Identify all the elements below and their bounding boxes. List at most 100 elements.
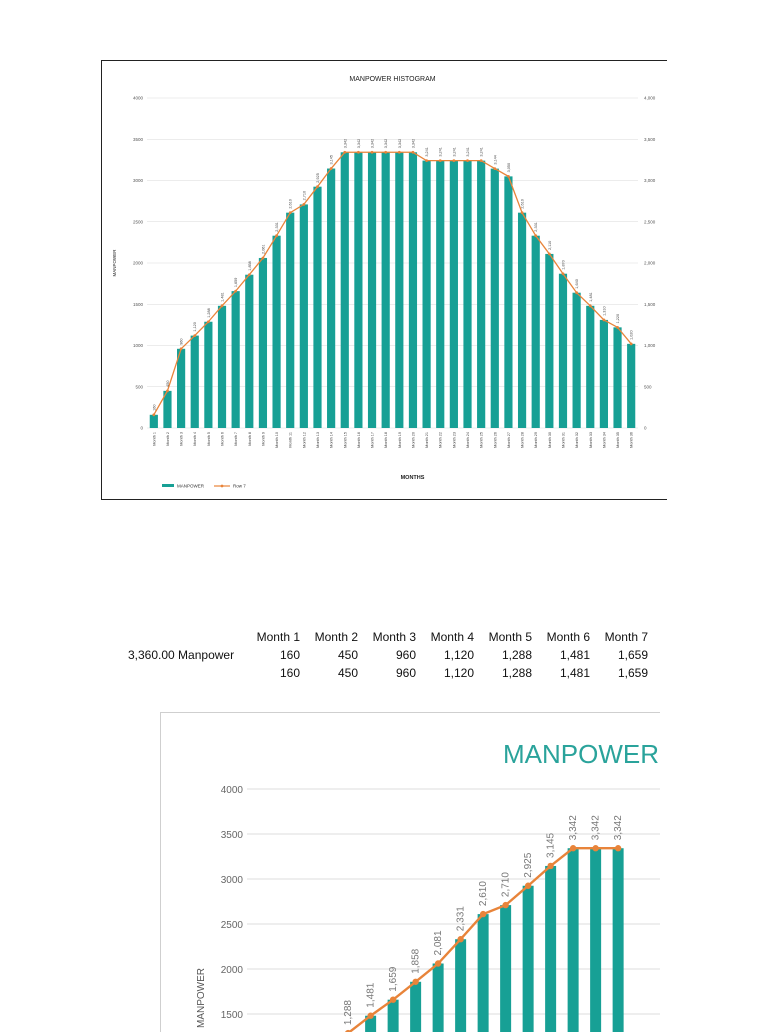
table-cell: 1,120: [443, 648, 474, 662]
y-tick-label: 2000: [221, 965, 244, 976]
y2-tick-label: 3,500: [644, 137, 656, 142]
bar: [354, 152, 363, 428]
data-label: 1,481: [221, 292, 225, 302]
table-corner: [128, 628, 242, 646]
line-point: [493, 167, 497, 171]
table-header: Month 3: [372, 630, 416, 644]
y2-tick-label: 4,000: [644, 96, 656, 101]
table-cell: 1,288: [501, 666, 532, 680]
line-point: [547, 862, 554, 870]
y-tick-label: 500: [135, 384, 143, 389]
table-cell: 160: [279, 648, 300, 662]
data-label: 2,925: [316, 173, 320, 183]
x-tick-label: Month 15: [343, 432, 347, 448]
data-label: 1,288: [207, 308, 211, 318]
data-label: 3,342: [384, 139, 388, 149]
line-point: [288, 211, 292, 215]
data-label: 960: [180, 338, 184, 344]
data-label: 3,342: [568, 815, 579, 840]
bar: [395, 152, 404, 428]
data-label: 1,288: [343, 1000, 354, 1025]
line-point: [316, 185, 319, 189]
data-label: 3,342: [411, 139, 415, 149]
bar: [586, 305, 595, 428]
bar: [436, 160, 445, 428]
bar: [313, 186, 322, 428]
bar: [613, 327, 622, 428]
line-point: [152, 413, 156, 417]
line-point: [220, 304, 224, 308]
line-point: [614, 845, 622, 852]
bar: [572, 292, 581, 428]
y-tick-label: 3500: [133, 137, 144, 142]
bar: [432, 963, 444, 1032]
chart-title: MANPOWER HISTOGRAM: [349, 76, 435, 83]
y-axis-title: MANPOWER: [112, 249, 117, 277]
y-tick-label: 4000: [133, 96, 144, 101]
bar: [204, 321, 213, 428]
x-tick-label: Month 29: [534, 432, 538, 448]
data-label: 3,342: [357, 139, 361, 149]
x-tick-label: Month 22: [439, 432, 443, 448]
data-label: 1,659: [388, 966, 399, 991]
x-tick-label: Month 35: [616, 432, 620, 448]
x-tick-label: Month 1: [152, 432, 156, 446]
y-tick-label: 1500: [133, 302, 144, 307]
data-label: 3,145: [546, 832, 557, 857]
x-tick-label: Month 19: [398, 432, 402, 448]
line-point: [547, 252, 551, 256]
line-point: [275, 234, 278, 238]
data-label: 1,870: [561, 260, 565, 270]
line-point: [466, 159, 469, 163]
table-header: Month 4: [430, 630, 474, 644]
line-point: [569, 845, 577, 852]
line-point: [357, 150, 360, 154]
data-label: 3,342: [591, 815, 602, 840]
line-point: [389, 996, 397, 1003]
x-tick-label: Month 10: [275, 432, 279, 448]
x-tick-label: Month 9: [261, 432, 265, 446]
data-label: 3,241: [466, 147, 470, 157]
y-tick-label: 3000: [221, 875, 244, 886]
legend-label: MANPOWER: [177, 484, 205, 489]
data-label: 1,310: [602, 306, 606, 316]
x-tick-label: Month 30: [548, 432, 552, 448]
bar: [245, 274, 254, 428]
line-point: [575, 291, 579, 295]
x-tick-label: Month 33: [589, 432, 593, 448]
data-label: 2,925: [523, 852, 534, 877]
bar: [231, 291, 240, 428]
line-point: [438, 159, 442, 163]
x-tick-label: Month 28: [521, 432, 525, 448]
data-label: 3,241: [425, 147, 429, 157]
bar: [627, 343, 636, 428]
manpower-histogram-chart: MANPOWER HISTOGRAM 0 500 1000 1500 2000 2500 30…: [101, 60, 667, 500]
line-point: [425, 159, 428, 163]
data-label: 2,331: [534, 222, 538, 232]
data-label: 2,331: [456, 906, 467, 931]
histogram-svg: MANPOWER HISTOGRAM 0 500 1000 1500 2000 2500 30…: [112, 76, 656, 489]
x-tick-label: Month 14: [330, 432, 334, 448]
y-tick-label: 2000: [133, 261, 144, 266]
line-point: [629, 342, 633, 346]
bar: [612, 848, 624, 1032]
data-label: 3,050: [507, 163, 511, 173]
bar: [299, 204, 308, 428]
y2-tick-label: 500: [644, 384, 652, 389]
data-label: 1,858: [248, 261, 252, 271]
bar: [500, 905, 512, 1032]
line-point: [457, 936, 464, 943]
legend-swatch-point: [220, 484, 224, 488]
y-tick-label: 1500: [221, 1010, 244, 1021]
x-tick-label: Month 12: [302, 432, 306, 448]
data-label: 2,110: [548, 241, 552, 250]
x-tick-label: Month 8: [248, 432, 252, 446]
bar: [463, 160, 472, 428]
table-header: Month 7: [604, 630, 648, 644]
data-label: 3,241: [480, 147, 484, 157]
bar: [387, 999, 399, 1032]
data-label: 1,020: [630, 330, 634, 340]
bar: [408, 152, 418, 428]
x-tick-label: Month 34: [602, 432, 606, 448]
data-label: 3,342: [343, 139, 347, 149]
